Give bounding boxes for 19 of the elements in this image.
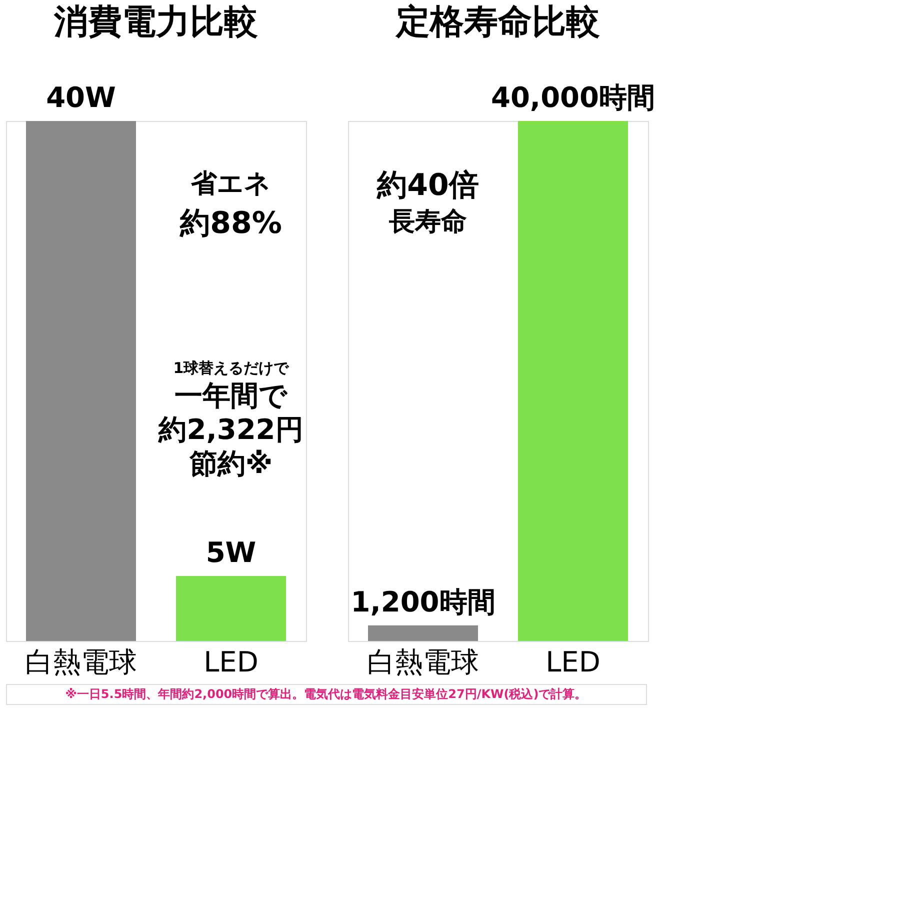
text: ※一日5.5時間、年間約2,000時間で算出。電気代は電気料金目安単位27円/KW(税込)で計算。 — [65, 687, 587, 701]
annotation: 約40倍 — [376, 168, 479, 203]
chart-title: 消費電力比較 — [53, 2, 258, 42]
data-label: 1,200時間 — [350, 585, 496, 618]
x-tick-label: 白熱電球 — [25, 646, 137, 678]
x-tick-label: 白熱電球 — [367, 646, 479, 678]
annotation: 省エネ — [190, 169, 271, 199]
annotation: 節約※ — [188, 447, 273, 480]
annotation: 一年間で — [174, 379, 288, 412]
annotation: 約88% — [179, 206, 282, 241]
chart-title: 定格寿命比較 — [395, 2, 600, 42]
data-label: 5W — [206, 536, 256, 569]
x-tick-label: LED — [546, 646, 600, 678]
data-label: 40W — [46, 81, 116, 114]
data-label: 40,000時間 — [490, 81, 656, 114]
annotation: 1球替えるだけで — [173, 359, 290, 377]
x-tick-label: LED — [204, 646, 258, 678]
annotation: 長寿命 — [388, 207, 467, 237]
annotation: 約2,322円 — [158, 413, 304, 446]
